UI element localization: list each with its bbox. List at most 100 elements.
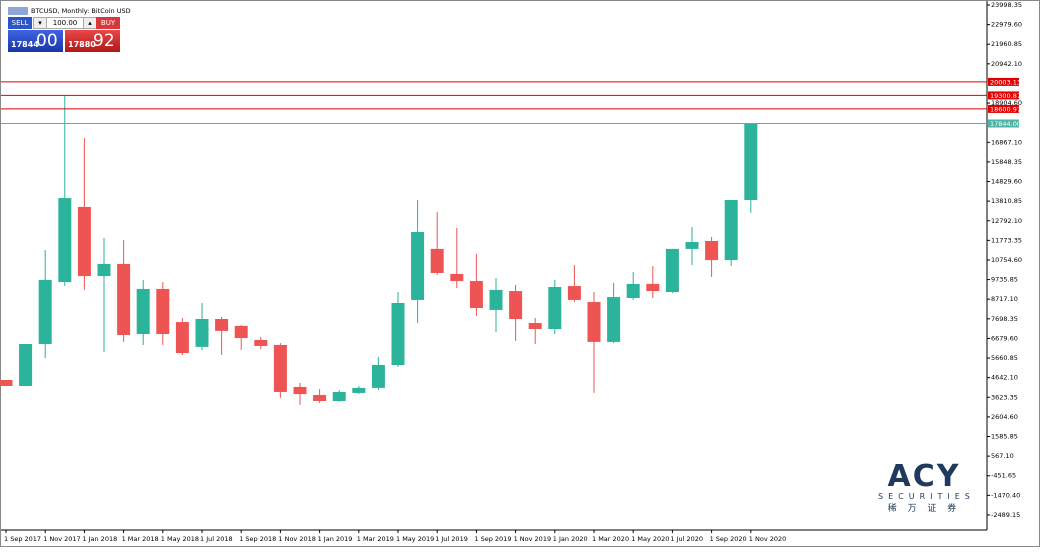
candle-body xyxy=(19,344,33,386)
y-tick-label: 1585.85 xyxy=(991,433,1018,441)
candle-body xyxy=(489,289,503,310)
candle-body xyxy=(469,281,483,309)
candle-body xyxy=(77,206,91,277)
price-level-tag xyxy=(988,104,1019,113)
logo-sub: SECURITIES xyxy=(878,492,975,501)
buy-price[interactable]: 17880 92 xyxy=(65,30,120,52)
y-tick-label: 3623.35 xyxy=(991,393,1018,401)
volume-input[interactable]: 100.00 xyxy=(46,17,84,29)
y-tick-label: 5660.85 xyxy=(991,354,1018,362)
x-tick-label: 1 Jan 2020 xyxy=(553,535,588,543)
x-tick-label: 1 Jul 2019 xyxy=(435,535,468,543)
candle-body xyxy=(352,387,366,393)
candle-body xyxy=(156,288,170,335)
candle-body xyxy=(0,380,13,386)
candle-body xyxy=(117,263,131,335)
y-tick-label: 22979.60 xyxy=(991,21,1022,29)
y-tick-label: 23998.35 xyxy=(991,1,1022,9)
y-tick-label: 6679.60 xyxy=(991,334,1018,342)
candle-body xyxy=(391,303,405,365)
candle-body xyxy=(215,318,229,331)
x-tick-label: 1 Sep 2017 xyxy=(4,535,41,543)
candle-body xyxy=(195,318,209,347)
x-tick-label: 1 Nov 2018 xyxy=(278,535,316,543)
logo-cn: 稀 万 证 券 xyxy=(887,504,961,514)
sell-price-big: 00 xyxy=(36,31,58,51)
sell-price[interactable]: 17844 00 xyxy=(8,30,63,52)
y-tick-label: -451.65 xyxy=(991,472,1016,480)
candle-body xyxy=(254,339,268,346)
x-tick-label: 1 Jul 2018 xyxy=(200,535,233,543)
y-tick-label: 8717.10 xyxy=(991,295,1018,303)
candle-body xyxy=(136,288,150,335)
candle-body xyxy=(528,323,542,329)
y-tick-label: 567.10 xyxy=(991,452,1014,460)
frame xyxy=(0,0,1040,547)
candle-body xyxy=(607,297,621,342)
y-tick-label: 12792.10 xyxy=(991,217,1022,225)
logo: ACY SECURITIES 稀 万 证 券 xyxy=(878,459,975,515)
volume-down[interactable]: ▾ xyxy=(33,17,47,29)
candle-body xyxy=(705,241,719,261)
price-level-tag xyxy=(988,77,1019,86)
x-tick-label: 1 Jan 2019 xyxy=(318,535,353,543)
logo-brand: ACY xyxy=(887,459,961,494)
buy-button[interactable]: BUY xyxy=(96,17,120,29)
candle-body xyxy=(58,198,72,283)
y-tick-label: -2489.15 xyxy=(991,511,1020,519)
candle-body xyxy=(685,241,699,249)
price-level-label: 19300.87 xyxy=(990,92,1021,100)
y-tick-label: 2604.60 xyxy=(991,413,1018,421)
candle-body xyxy=(97,263,111,277)
x-tick-label: 1 Nov 2019 xyxy=(514,535,552,543)
buy-price-big: 92 xyxy=(93,31,115,51)
y-tick-label: 16867.10 xyxy=(991,138,1022,146)
candle-body xyxy=(430,248,444,273)
y-tick-label: 4642.10 xyxy=(991,374,1018,382)
x-tick-label: 1 Mar 2019 xyxy=(357,535,394,543)
x-tick-label: 1 Sep 2020 xyxy=(710,535,747,543)
y-tick-label: 7698.35 xyxy=(991,315,1018,323)
y-tick-label: 18904.60 xyxy=(991,99,1022,107)
x-tick-label: 1 Sep 2019 xyxy=(474,535,511,543)
y-tick-label: 11773.35 xyxy=(991,236,1022,244)
price-level-label: 18600.97 xyxy=(990,105,1021,113)
candle-body xyxy=(548,287,562,329)
price-level-tag xyxy=(988,91,1019,100)
candle-body xyxy=(646,283,660,292)
candle-body xyxy=(293,386,307,395)
candle-body xyxy=(665,248,679,293)
sell-button[interactable]: SELL xyxy=(8,17,32,29)
candle-body xyxy=(411,231,425,300)
x-tick-label: 1 May 2019 xyxy=(396,535,434,543)
candle-body xyxy=(234,325,248,339)
y-tick-label: 9735.85 xyxy=(991,276,1018,284)
y-tick-label: 15848.35 xyxy=(991,158,1022,166)
candle-body xyxy=(587,302,601,342)
volume-up[interactable]: ▴ xyxy=(83,17,97,29)
price-level-label: 20003.13 xyxy=(990,78,1021,86)
x-tick-label: 1 Mar 2020 xyxy=(592,535,629,543)
x-tick-label: 1 Jan 2018 xyxy=(82,535,117,543)
x-tick-label: 1 Nov 2017 xyxy=(43,535,80,543)
price-level-tag xyxy=(988,119,1019,128)
x-tick-label: 1 May 2018 xyxy=(161,535,199,543)
sell-price-main: 17844 xyxy=(11,40,39,49)
candle-body xyxy=(744,123,758,200)
candle-body xyxy=(38,279,52,345)
candle-body xyxy=(626,283,640,298)
y-tick-label: 21960.85 xyxy=(991,40,1022,48)
x-tick-label: 1 Sep 2018 xyxy=(239,535,276,543)
x-tick-label: 1 Nov 2020 xyxy=(749,535,787,543)
x-tick-label: 1 May 2020 xyxy=(631,535,669,543)
candle-body xyxy=(175,322,189,354)
candle-body xyxy=(724,199,738,261)
x-tick-label: 1 Mar 2018 xyxy=(122,535,159,543)
y-tick-label: 13810.85 xyxy=(991,197,1022,205)
price-level-label: 17844.00 xyxy=(990,120,1021,128)
x-tick-label: 1 Jul 2020 xyxy=(670,535,703,543)
candle-body xyxy=(273,344,287,392)
y-tick-label: -1470.40 xyxy=(991,491,1020,499)
